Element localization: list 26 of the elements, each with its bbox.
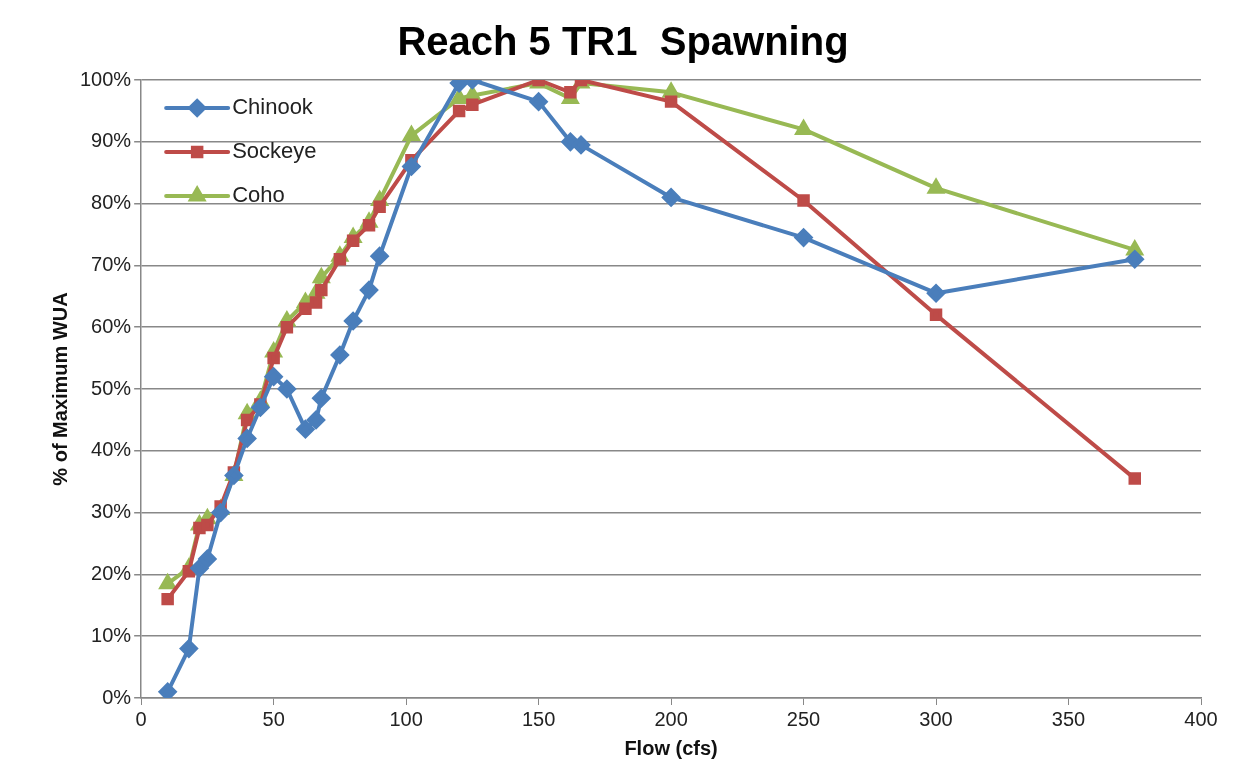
y-tick-label: 60% [91, 314, 132, 337]
y-tick-label: 70% [91, 252, 132, 275]
legend-label: Coho [232, 182, 285, 208]
y-tick-label: 100% [80, 67, 132, 90]
chart-title: Reach 5 TR1 Spawning [397, 19, 849, 64]
x-tick-label: 350 [1051, 707, 1086, 730]
x-tick-label: 150 [521, 707, 556, 730]
x-tick-label: 300 [919, 707, 953, 730]
x-tick-label: 100 [389, 707, 423, 730]
x-tick-label: 50 [262, 707, 285, 730]
y-tick-label: 0% [102, 685, 132, 708]
y-tick-label: 40% [91, 438, 132, 461]
y-tick-label: 90% [91, 129, 132, 152]
x-axis-title: Flow (cfs) [624, 736, 718, 759]
x-tick-label: 0 [135, 707, 147, 730]
y-tick-label: 80% [91, 191, 132, 214]
x-tick-label: 250 [786, 707, 821, 730]
x-tick-label: 400 [1184, 707, 1218, 730]
legend-label: Sockeye [232, 138, 317, 164]
x-tick-label: 200 [654, 707, 688, 730]
y-tick-label: 50% [91, 376, 132, 399]
y-tick-label: 20% [91, 561, 132, 584]
legend-label: Chinook [232, 94, 314, 120]
y-tick-label: 10% [91, 623, 132, 646]
y-axis-title: % of Maximum WUA [48, 292, 71, 486]
y-tick-label: 30% [91, 500, 132, 523]
